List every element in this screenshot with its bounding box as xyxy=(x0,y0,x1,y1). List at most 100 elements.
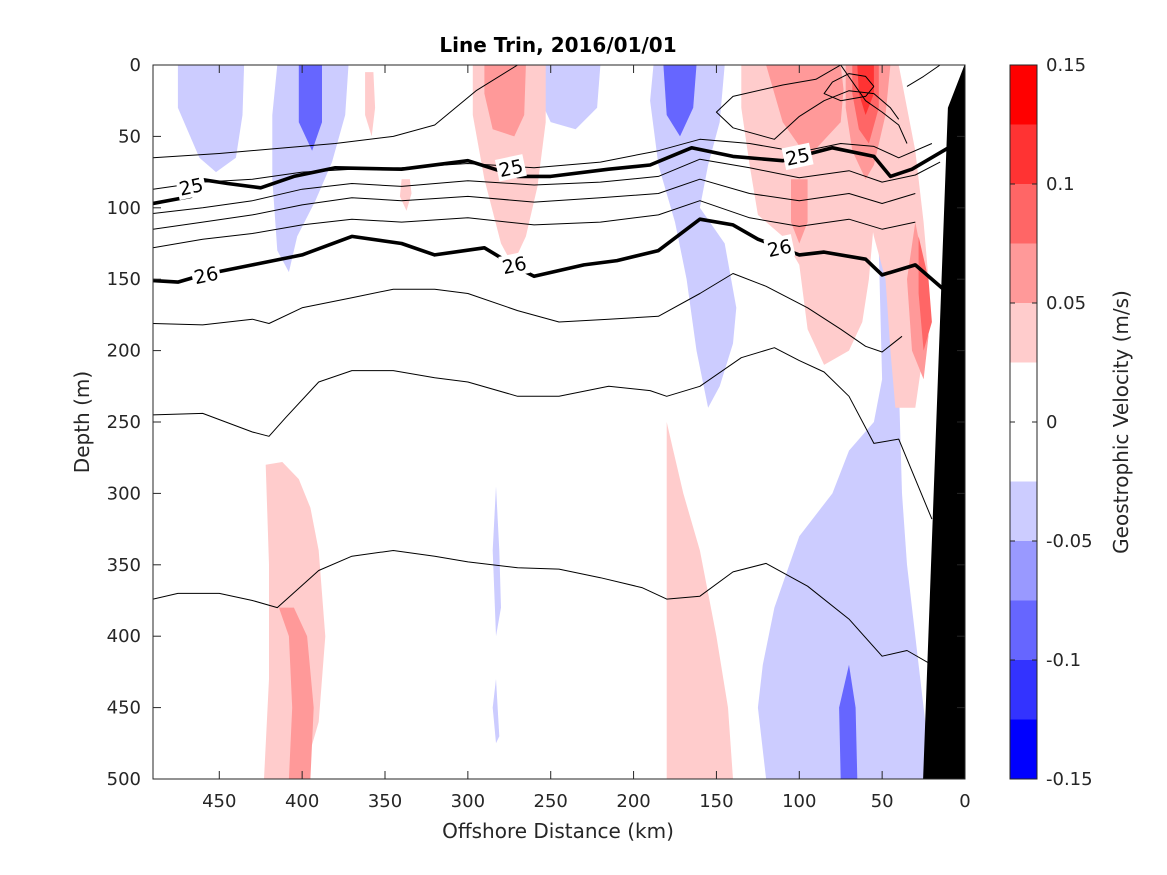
y-tick-label: 350 xyxy=(107,555,141,576)
seafloor-layer xyxy=(923,65,965,779)
isopycnal-contour xyxy=(153,550,933,666)
contour-label-text: 26 xyxy=(765,236,793,263)
colorbar-label: Geostrophic Velocity (m/s) xyxy=(1109,290,1133,554)
poleward-velocity-patch xyxy=(791,179,808,244)
colorbar-tick-label: -0.15 xyxy=(1046,769,1093,790)
y-tick-label: 0 xyxy=(130,55,141,76)
colorbar-swatch xyxy=(1010,303,1037,363)
isopycnal-contour xyxy=(153,65,518,159)
colorbar-swatch xyxy=(1010,719,1037,779)
equatorward-velocity-patch xyxy=(757,250,932,779)
y-tick-label: 400 xyxy=(107,626,141,647)
colorbar-tick-label: 0.05 xyxy=(1046,293,1086,314)
colorbar-swatch xyxy=(1010,660,1037,720)
contour-label-text: 26 xyxy=(500,253,528,280)
isopycnal-contour xyxy=(906,65,941,87)
contour-label-halo xyxy=(763,234,796,262)
colorbar-swatch xyxy=(1010,65,1037,125)
contour-label-halo xyxy=(781,142,814,171)
isopycnal-contour-layer xyxy=(153,65,950,666)
isopycnal-contour xyxy=(153,178,916,230)
equatorward-velocity-patch xyxy=(194,65,216,144)
equatorward-velocity-patch xyxy=(537,65,601,130)
x-tick-label: 250 xyxy=(534,791,568,812)
equatorward-velocity-patch xyxy=(492,486,501,637)
y-tick-label: 300 xyxy=(107,483,141,504)
colorbar-tick-label: 0.1 xyxy=(1046,174,1075,195)
velocity-fill-layer xyxy=(177,65,932,779)
x-tick-label: 450 xyxy=(202,791,236,812)
isopycnal-contour xyxy=(823,73,875,102)
x-tick-label: 400 xyxy=(285,791,319,812)
poleward-velocity-patch xyxy=(365,72,376,137)
y-tick-label: 100 xyxy=(107,198,141,219)
poleward-velocity-patch xyxy=(741,65,883,365)
contour-label-text: 25 xyxy=(497,156,525,183)
colorbar-tick-label: -0.1 xyxy=(1046,650,1081,671)
equatorward-velocity-patch xyxy=(663,65,697,137)
equatorward-velocity-patch xyxy=(298,65,322,151)
isopycnal-25-contour xyxy=(153,146,950,206)
contour-label: 26 xyxy=(190,261,222,289)
colorbar-swatch xyxy=(1010,124,1037,184)
y-tick-label: 50 xyxy=(118,126,141,147)
poleward-velocity-patch xyxy=(766,65,846,158)
isopycnal-contour xyxy=(153,200,916,249)
equatorward-velocity-patch xyxy=(492,679,500,744)
poleward-velocity-patch xyxy=(484,65,526,137)
contour-label-halo xyxy=(494,154,527,182)
x-axis-label: Offshore Distance (km) xyxy=(442,819,674,843)
x-axis-ticks: 450 400 350 300 250 200 150 100 50 0 xyxy=(202,65,971,812)
colorbar-swatch xyxy=(1010,541,1037,601)
contour-label-halo xyxy=(498,251,531,279)
y-tick-label: 250 xyxy=(107,412,141,433)
x-tick-label: 350 xyxy=(368,791,402,812)
contour-label-halo xyxy=(175,172,208,201)
isopycnal-contour xyxy=(153,138,933,190)
colorbar-swatch xyxy=(1010,600,1037,660)
colorbar-tick-label: 0 xyxy=(1046,412,1057,433)
equatorward-velocity-patch xyxy=(839,664,858,779)
poleward-velocity-patch xyxy=(666,422,733,779)
isopycnal-contour xyxy=(153,347,933,520)
contour-label-text: 26 xyxy=(192,263,220,290)
contour-label: 26 xyxy=(763,234,796,263)
y-tick-label: 450 xyxy=(107,698,141,719)
colorbar-tick-label: -0.05 xyxy=(1046,531,1093,552)
poleward-velocity-patch xyxy=(399,179,412,211)
x-tick-label: 150 xyxy=(699,791,733,812)
x-tick-label: 200 xyxy=(616,791,650,812)
x-tick-label: 300 xyxy=(451,791,485,812)
contour-label-halo xyxy=(190,261,222,289)
y-axis-label: Depth (m) xyxy=(70,371,94,473)
colorbar-swatch xyxy=(1010,422,1037,482)
x-tick-label: 100 xyxy=(782,791,816,812)
isopycnal-contour xyxy=(153,158,941,214)
x-tick-label: 0 xyxy=(959,791,970,812)
colorbar-swatch xyxy=(1010,184,1037,244)
y-tick-label: 500 xyxy=(107,769,141,790)
isopycnal-contour xyxy=(153,273,903,353)
colorbar-swatch xyxy=(1010,481,1037,541)
y-axis-ticks: 0 50 100 150 200 250 300 350 400 450 500 xyxy=(107,55,965,790)
poleward-velocity-patch xyxy=(278,607,314,779)
colorbar-swatch xyxy=(1010,243,1037,303)
contour-label-layer: 25 26 25 26 25 26 xyxy=(175,142,814,289)
contour-label-text: 25 xyxy=(784,144,812,171)
equatorward-velocity-patch xyxy=(898,579,926,779)
contour-label: 25 xyxy=(175,172,208,201)
contour-label: 25 xyxy=(781,142,814,171)
contour-label-text: 25 xyxy=(177,174,205,201)
y-tick-label: 200 xyxy=(107,341,141,362)
isopycnal-contour xyxy=(840,65,908,144)
isopycnal-contour xyxy=(715,65,900,140)
contour-label: 25 xyxy=(494,154,527,183)
poleward-velocity-patch xyxy=(918,236,932,351)
colorbar: 0.15 0.1 0.05 0 -0.05 -0.1 -0.15 xyxy=(1009,55,1093,790)
x-tick-label: 50 xyxy=(871,791,894,812)
chart-title: Line Trin, 2016/01/01 xyxy=(439,33,676,57)
y-tick-label: 150 xyxy=(107,269,141,290)
colorbar-tick-label: 0.15 xyxy=(1046,55,1086,76)
isopycnal-26-contour xyxy=(153,217,950,295)
